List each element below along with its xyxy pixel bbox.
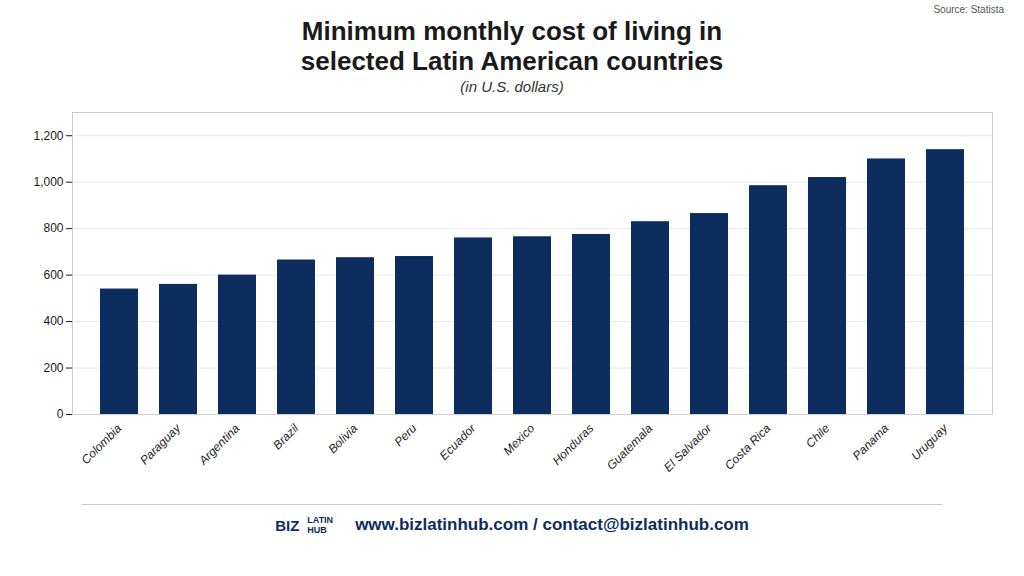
svg-text:Paraguay: Paraguay [137,421,184,468]
svg-text:El Salvador: El Salvador [661,421,715,475]
svg-text:Honduras: Honduras [550,421,597,468]
html-text:Minimum monthly cost of living: Minimum monthly cost of living in select… [300,16,724,76]
svg-text:800: 800 [43,221,63,235]
svg-text:400: 400 [43,314,63,328]
svg-text:Costa Rica: Costa Rica [722,421,774,473]
svg-text:0: 0 [57,407,64,421]
svg-text:Guatemala: Guatemala [604,421,656,473]
svg-text:600: 600 [43,268,63,282]
svg-text:Argentina: Argentina [195,421,242,468]
html-text:Source: Statista: Source: Statista [933,4,1004,15]
svg-text:Brazil: Brazil [270,421,301,452]
html-text:LATIN HUB: LATIN HUB [307,515,334,535]
html-text:www.bizlatinhub.com / contact@: www.bizlatinhub.com / contact@bizlatinhu… [355,515,749,534]
html-text:BIZ: BIZ [275,516,300,534]
svg-text:Peru: Peru [392,421,420,449]
svg-text:1,000: 1,000 [33,175,63,189]
svg-text:Chile: Chile [803,421,832,450]
html-text:(in U.S. dollars): (in U.S. dollars) [460,78,564,95]
svg-text:Bolivia: Bolivia [325,421,360,456]
svg-text:Uruguay: Uruguay [908,421,951,464]
svg-text:200: 200 [43,361,63,375]
svg-text:Colombia: Colombia [79,421,125,467]
svg-text:Ecuador: Ecuador [437,421,479,463]
svg-text:1,200: 1,200 [33,129,63,143]
svg-text:Mexico: Mexico [501,421,538,458]
svg-text:Panama: Panama [850,421,892,463]
